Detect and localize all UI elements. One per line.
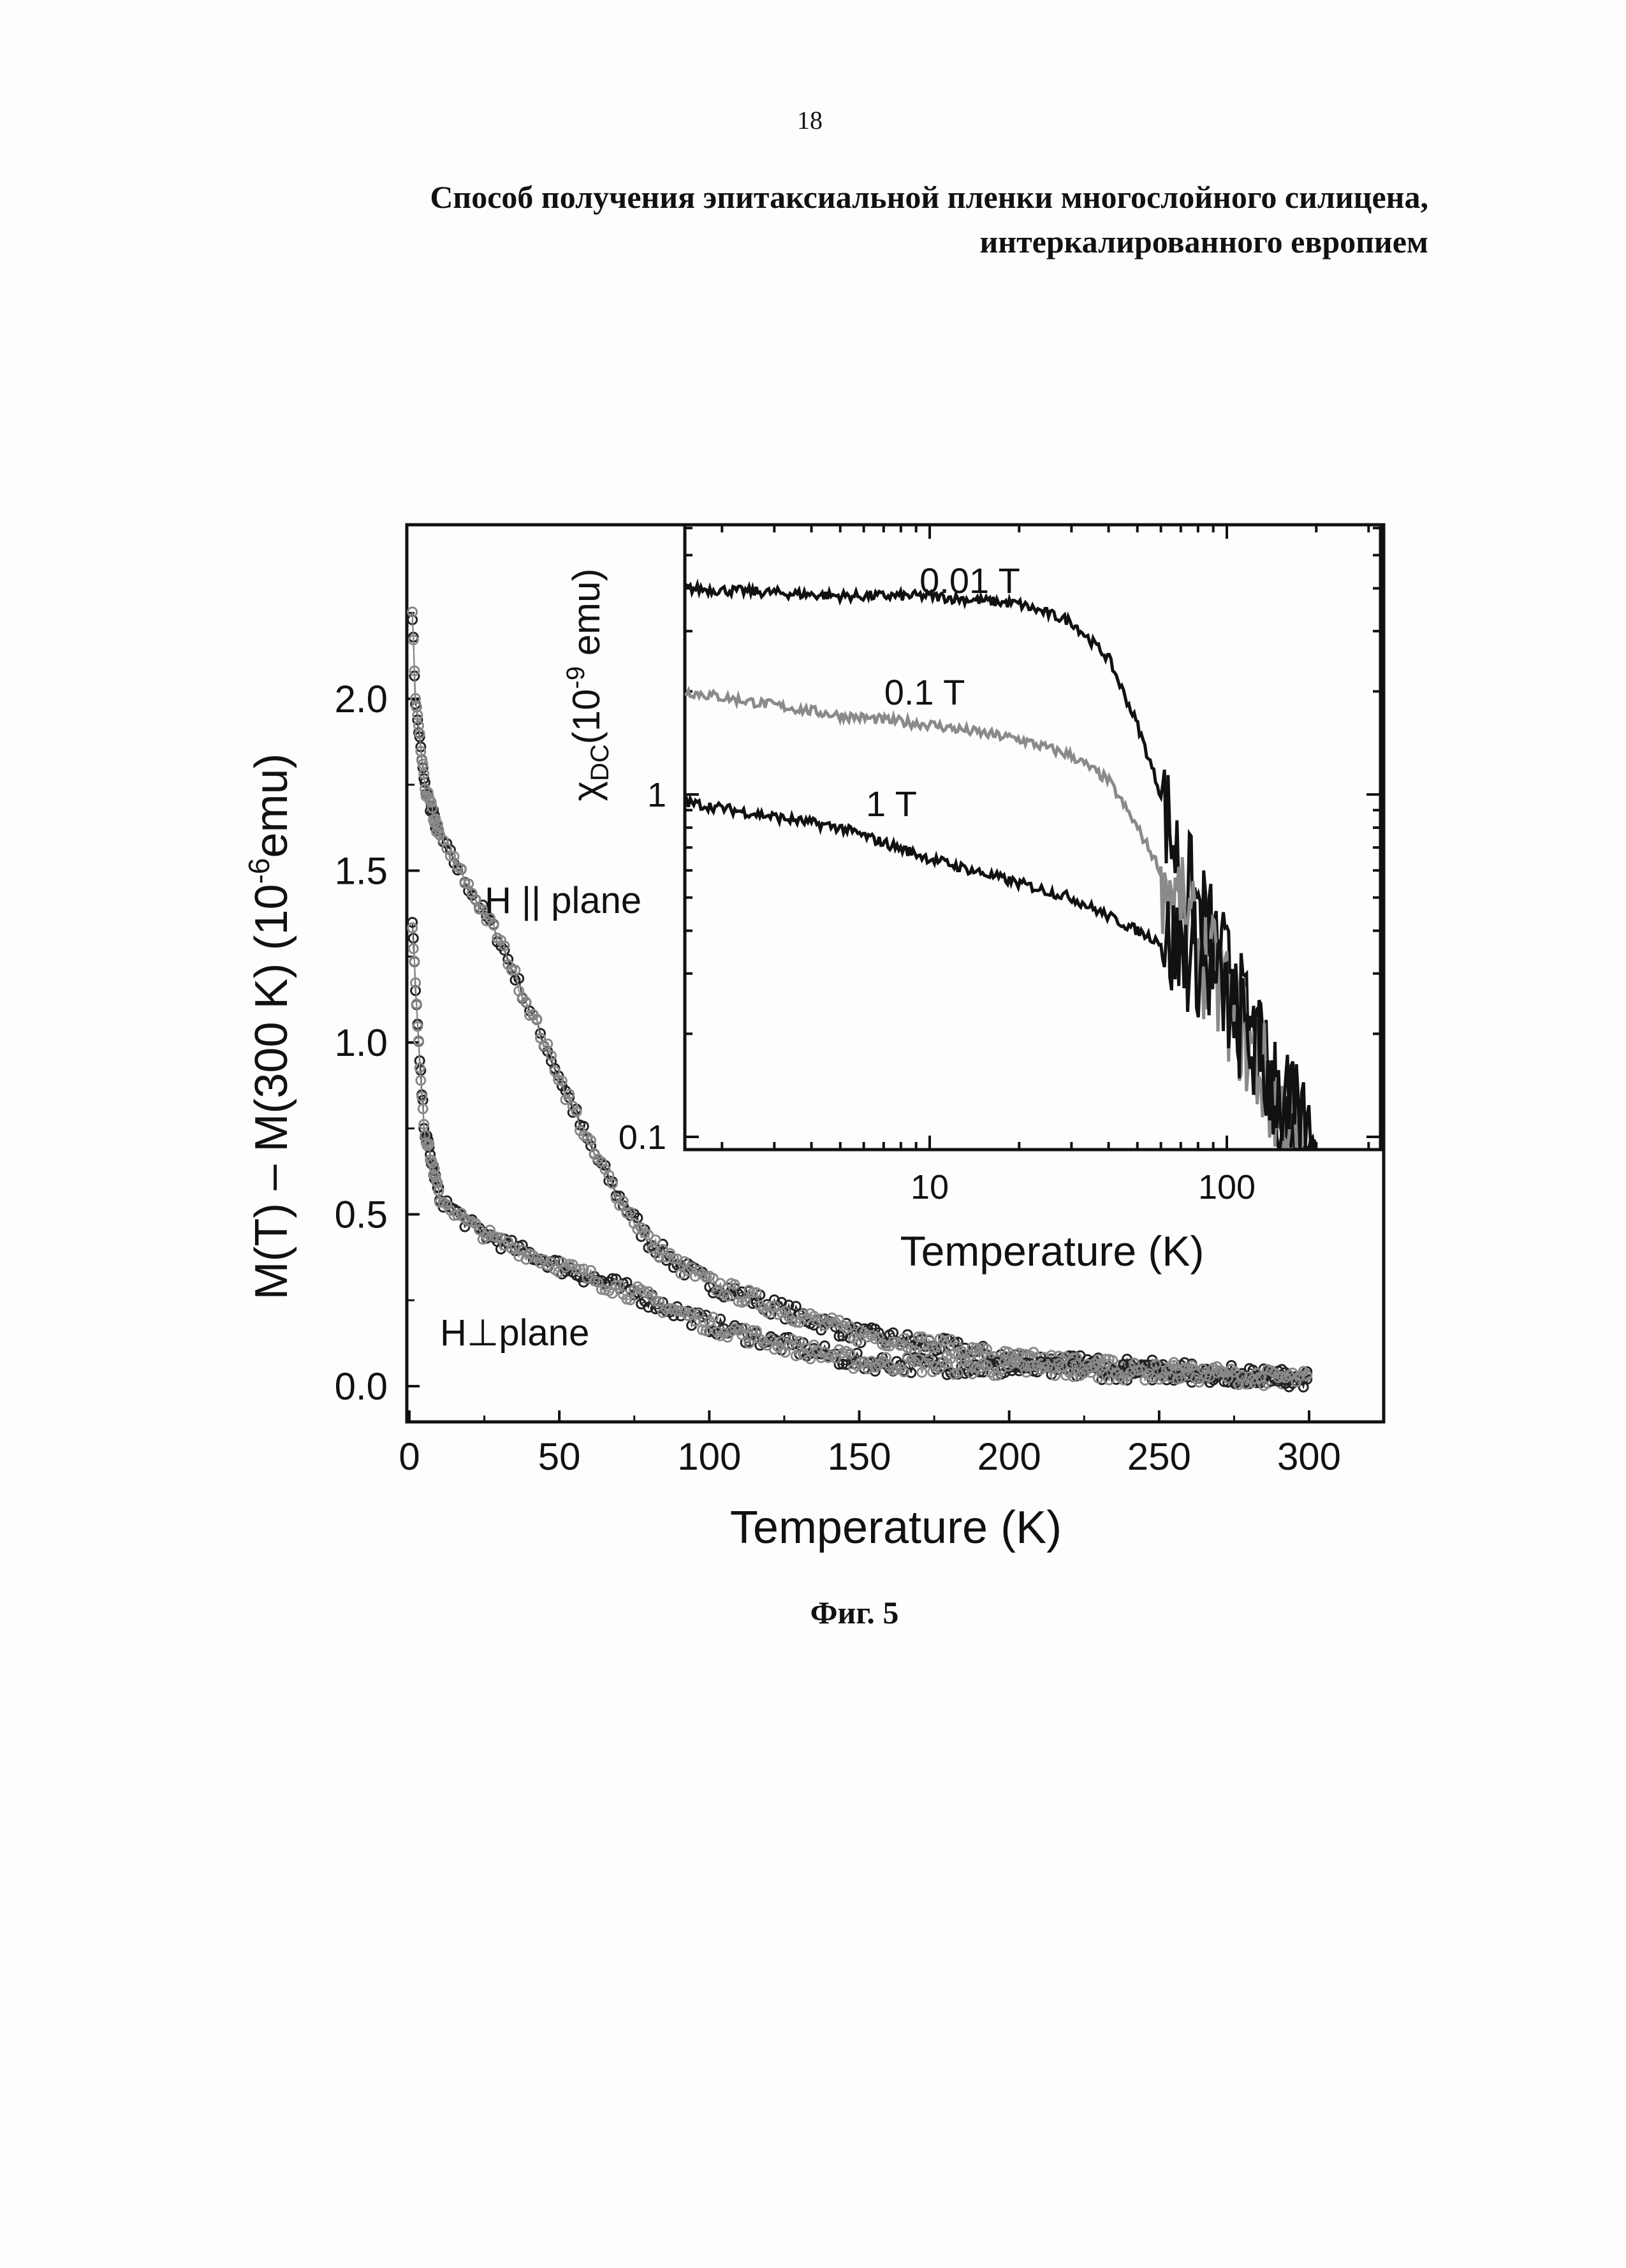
main-y-tick-label: 1.5 bbox=[335, 850, 388, 893]
main-x-tick-label: 100 bbox=[677, 1435, 741, 1478]
main-x-axis-label: Temperature (K) bbox=[730, 1502, 1062, 1553]
main-y-tick-label: 1.0 bbox=[335, 1021, 388, 1064]
main-y-tick-label: 0.5 bbox=[335, 1194, 388, 1236]
inset-x-tick-label: 100 bbox=[1198, 1168, 1256, 1206]
main-x-tick-label: 150 bbox=[827, 1435, 891, 1478]
patent-page: 18 Способ получения эпитаксиальной пленк… bbox=[0, 0, 1626, 2268]
main-x-tick-label: 50 bbox=[538, 1435, 581, 1478]
main-y-tick-label: 2.0 bbox=[335, 678, 388, 721]
main-y-axis-label: M(T) – M(300 K) (10-6emu) bbox=[242, 753, 297, 1299]
annotation-h-perp: H⊥plane bbox=[440, 1312, 589, 1354]
main-x-tick-label: 250 bbox=[1127, 1435, 1191, 1478]
main-x-tick-label: 300 bbox=[1277, 1435, 1341, 1478]
main-x-tick-label: 0 bbox=[399, 1435, 420, 1478]
inset-x-axis-label: Temperature (K) bbox=[900, 1227, 1205, 1275]
series-label-0.01T: 0.01 T bbox=[919, 560, 1020, 601]
series-label-0.1T: 0.1 T bbox=[884, 672, 965, 712]
figure-caption: Фиг. 5 bbox=[765, 1594, 944, 1631]
main-y-tick-label: 0.0 bbox=[335, 1365, 388, 1408]
inset-y-tick-label: 0.1 bbox=[619, 1118, 666, 1157]
inset-y-tick-label: 1 bbox=[647, 776, 666, 814]
figure-5-chart: 0 50 100 150 200 250 300 0.0 0.5 1.0 1.5 2.0 10 100 0… bbox=[0, 0, 1626, 2268]
inset-y-axis-label: χDC(10-9 emu) bbox=[562, 569, 614, 801]
series-label-1T: 1 T bbox=[866, 784, 917, 824]
inset-x-tick-label: 10 bbox=[911, 1168, 949, 1206]
main-x-tick-label: 200 bbox=[978, 1435, 1041, 1478]
annotation-h-parallel: H || plane bbox=[485, 880, 641, 921]
